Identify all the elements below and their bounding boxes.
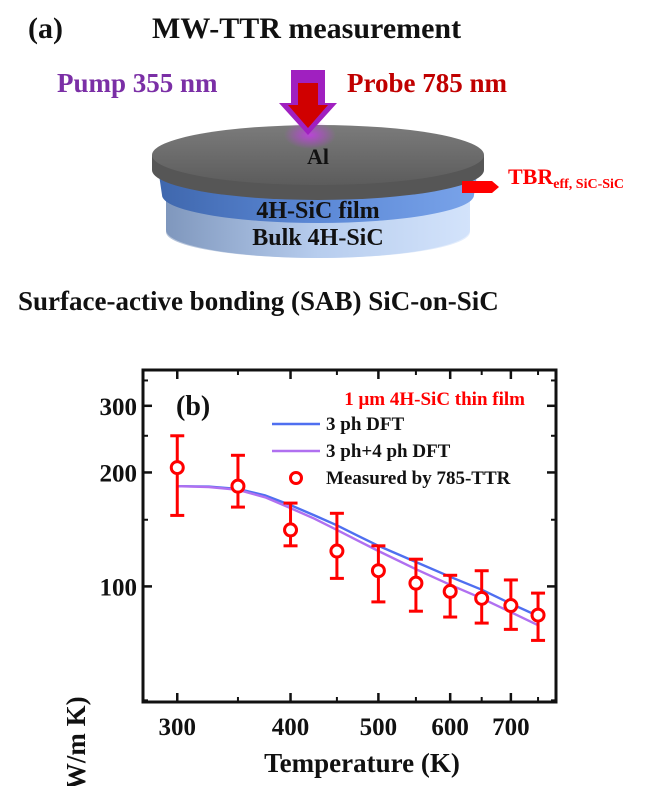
y-tick-label: 200 (100, 460, 138, 487)
al-label: Al (307, 144, 329, 169)
tbr-label: TBReff, SiC-SiC (508, 164, 624, 193)
thermal-conductivity-chart: 300 400 500 600 700 100 200 300 (b) 1 μm 4H-SiC… (61, 368, 558, 786)
panel-a-label: (a) (28, 12, 63, 45)
panel-b-label: (b) (176, 391, 210, 422)
plot-frame (141, 368, 558, 704)
legend-label-3-ph-dft: 3 ph DFT (326, 414, 404, 435)
data-point (503, 598, 519, 614)
bulk-label: Bulk 4H-SiC (252, 225, 383, 251)
legend-swatch-measured-by-785-ttr (289, 471, 303, 485)
x-tick-label: 500 (360, 714, 398, 741)
data-point (474, 590, 490, 606)
probe-arrow-icon (288, 83, 328, 128)
film-label: 4H-SiC film (256, 198, 379, 224)
x-tick-label: 300 (159, 714, 197, 741)
data-point (442, 583, 458, 599)
y-axis-label: Thermal conductivity (W/m K) (61, 696, 91, 786)
tbr-arrow-icon (462, 181, 499, 193)
data-point (329, 543, 345, 559)
panel-a-title: MW-TTR measurement (152, 12, 462, 45)
x-tick-label: 400 (272, 714, 310, 741)
x-tick-label: 600 (431, 714, 469, 741)
y-tick-label: 300 (100, 394, 138, 421)
data-point (283, 522, 299, 538)
section-title: Surface-active bonding (SAB) SiC-on-SiC (18, 286, 499, 316)
pump-label: Pump 355 nm (57, 68, 218, 98)
data-point (230, 478, 246, 494)
data-point (169, 460, 185, 476)
legend-label-3-ph-4-ph-dft: 3 ph+4 ph DFT (326, 441, 451, 462)
legend-label-measured-by-785-ttr: Measured by 785-TTR (326, 468, 511, 489)
legend-title: 1 μm 4H-SiC thin film (344, 389, 525, 410)
data-point (530, 607, 546, 623)
x-tick-label: 700 (492, 714, 530, 741)
sample-schematic: Al 4H-SiC film Bulk 4H-SiC (152, 70, 499, 258)
y-tick-label: 100 (100, 574, 138, 601)
data-point (370, 563, 386, 579)
tbr-main: TBR (508, 164, 554, 189)
x-axis-label: Temperature (K) (264, 748, 460, 778)
probe-label: Probe 785 nm (347, 68, 507, 98)
tbr-subscript: eff, SiC-SiC (553, 177, 625, 192)
al-top-surface (152, 125, 484, 185)
data-point (408, 575, 424, 591)
